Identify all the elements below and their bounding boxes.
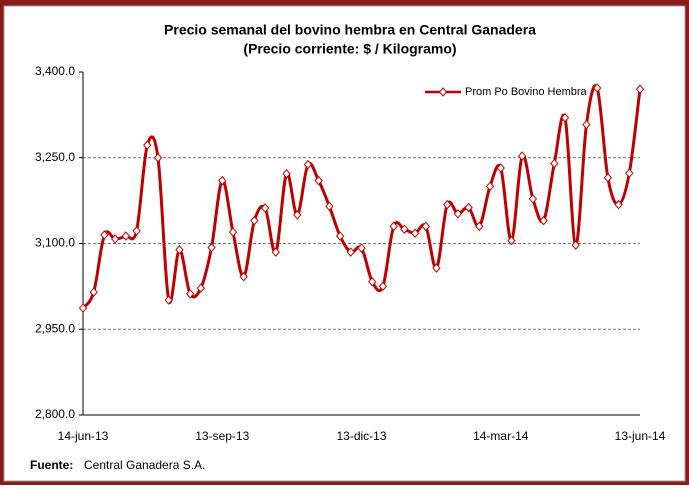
- point-marker: [314, 175, 323, 186]
- point-marker: [464, 202, 473, 213]
- point-marker: [539, 215, 548, 226]
- point-marker: [410, 228, 420, 238]
- point-marker: [207, 242, 216, 253]
- point-marker: [625, 168, 634, 178]
- point-marker: [400, 224, 409, 234]
- point-marker: [443, 199, 452, 210]
- x-tick-label: 13-sep-13: [195, 429, 249, 443]
- y-tick-label: 3,250.0: [35, 150, 75, 164]
- point-marker: [335, 231, 345, 241]
- chart-title: Precio semanal del bovino hembra en Cent…: [164, 22, 536, 38]
- point-marker: [475, 221, 484, 232]
- point-marker: [271, 247, 280, 257]
- point-marker: [389, 221, 398, 232]
- y-tick-label: 2,800.0: [35, 407, 75, 421]
- point-marker: [100, 230, 109, 240]
- point-marker: [185, 289, 195, 299]
- point-marker: [592, 83, 602, 93]
- legend-marker: [438, 87, 448, 97]
- point-marker: [89, 287, 98, 297]
- point-marker: [78, 303, 88, 313]
- point-marker: [571, 240, 580, 250]
- point-marker: [164, 295, 173, 305]
- point-marker: [110, 234, 120, 244]
- point-marker: [507, 235, 516, 246]
- x-tick-label: 14-jun-13: [58, 429, 109, 443]
- point-marker: [303, 159, 313, 170]
- x-tick-label: 14-mar-14: [473, 429, 529, 443]
- point-marker: [346, 247, 355, 257]
- point-marker: [528, 194, 538, 204]
- point-marker: [260, 203, 270, 213]
- point-marker: [378, 281, 388, 292]
- point-marker: [550, 158, 559, 169]
- point-marker: [635, 84, 645, 94]
- point-marker: [228, 227, 238, 237]
- point-marker: [293, 210, 302, 220]
- point-marker: [132, 226, 141, 236]
- point-marker: [421, 221, 430, 232]
- point-marker: [175, 245, 184, 255]
- point-marker: [582, 119, 591, 130]
- point-marker: [453, 209, 463, 219]
- point-marker: [153, 152, 163, 163]
- point-marker: [368, 277, 377, 287]
- point-marker: [496, 163, 505, 173]
- series-line: [81, 84, 642, 310]
- point-marker: [560, 112, 570, 123]
- point-marker: [485, 181, 495, 192]
- point-marker: [432, 263, 441, 273]
- y-tick-label: 2,950.0: [35, 321, 75, 335]
- point-marker: [603, 172, 613, 183]
- point-marker: [518, 151, 527, 161]
- point-marker: [325, 201, 334, 212]
- point-marker: [143, 140, 152, 150]
- point-marker: [357, 243, 366, 253]
- source-label: Fuente:: [30, 458, 73, 472]
- point-marker: [614, 199, 623, 210]
- x-tick-label: 13-dic-13: [336, 429, 386, 443]
- y-tick-label: 3,100.0: [35, 236, 75, 250]
- x-tick-label: 13-jun-14: [615, 429, 666, 443]
- point-marker: [239, 271, 248, 282]
- point-marker: [121, 231, 131, 241]
- y-tick-label: 3,400.0: [35, 64, 75, 78]
- point-marker: [196, 283, 205, 293]
- point-marker: [250, 215, 259, 226]
- legend-label: Prom Po Bovino Hembra: [465, 86, 588, 98]
- point-marker: [282, 168, 291, 179]
- point-marker: [218, 175, 227, 186]
- chart-subtitle: (Precio corriente: $ / Kilogramo): [243, 41, 456, 57]
- source: Central Ganadera S.A.: [84, 458, 205, 472]
